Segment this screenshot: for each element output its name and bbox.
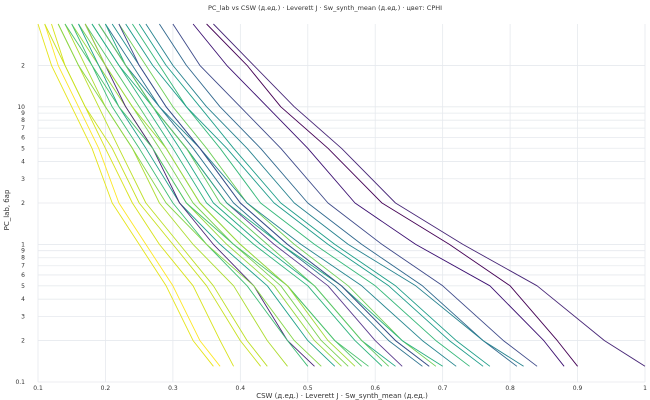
curve-line — [145, 23, 524, 367]
curve-line — [98, 23, 457, 367]
curve-line — [206, 23, 578, 367]
y-tick-label: 2 — [21, 62, 25, 69]
series-layer — [37, 23, 646, 367]
x-tick-label: 0.3 — [168, 385, 178, 392]
x-tick-label: 0.2 — [101, 385, 111, 392]
curve-line — [172, 23, 538, 367]
y-tick-label: 6 — [21, 134, 25, 141]
y-tick-label: 6 — [21, 272, 25, 279]
curve-line — [138, 23, 491, 367]
y-tick-label: 1 — [21, 241, 25, 248]
x-tick-label: 0.4 — [236, 385, 246, 392]
curve-line — [71, 23, 309, 367]
y-tick-label: 8 — [21, 117, 25, 124]
curve-line — [51, 23, 234, 367]
y-axis-title: PC_lab, бар — [3, 189, 11, 230]
x-tick-label: 0.1 — [33, 385, 43, 392]
y-tick-label: 7 — [21, 263, 25, 270]
y-tick-label: 7 — [21, 125, 25, 132]
curve-line — [44, 23, 221, 367]
curve-line — [132, 23, 470, 367]
y-tick-label: 9 — [21, 110, 25, 117]
y-tick-label: 3 — [21, 176, 25, 183]
curve-line — [64, 23, 288, 367]
curve-line — [84, 23, 356, 367]
x-tick-label: 0.7 — [438, 385, 448, 392]
x-tick-label: 1 — [643, 385, 647, 392]
y-tick-label: 5 — [21, 145, 25, 152]
y-tick-label: 5 — [21, 283, 25, 290]
curve-line — [44, 23, 261, 367]
curve-line — [57, 23, 268, 367]
y-tick-label: 8 — [21, 255, 25, 262]
curve-line — [98, 23, 403, 367]
curve-line — [118, 23, 430, 367]
curve-line — [192, 23, 565, 367]
y-tick-label: 0.1 — [15, 379, 25, 386]
curve-line — [37, 23, 214, 367]
curve-line — [98, 23, 390, 367]
x-tick-label: 0.5 — [303, 385, 313, 392]
x-tick-label: 0.8 — [505, 385, 515, 392]
y-tick-label: 2 — [21, 200, 25, 207]
curve-line — [84, 23, 315, 367]
curve-line — [91, 23, 443, 367]
y-tick-label: 2 — [21, 338, 25, 345]
grid-layer — [37, 24, 646, 383]
curve-line — [213, 23, 646, 367]
y-tick-label: 4 — [21, 296, 25, 303]
curve-line — [104, 23, 396, 367]
curve-line — [125, 23, 484, 367]
x-tick-label: 0.6 — [370, 385, 380, 392]
y-tick-label: 10 — [17, 104, 25, 111]
curve-line — [105, 23, 423, 367]
x-tick-label: 0.9 — [573, 385, 583, 392]
curve-line — [57, 23, 322, 367]
x-axis-title: CSW (д.ед.) · Leverett J · Sw_synth_mean… — [256, 392, 428, 400]
tick-labels: 0.1 0.2 0.3 0.4 0.5 0.6 0.7 0.8 0.9 10.1234567891… — [15, 62, 647, 392]
curve-line — [78, 23, 336, 367]
y-tick-label: 9 — [21, 248, 25, 255]
y-tick-label: 4 — [21, 159, 25, 166]
curve-line — [91, 23, 383, 367]
curve-line — [111, 23, 430, 367]
y-tick-label: 3 — [21, 313, 25, 320]
chart-title: PC_lab vs CSW (д.ед.) · Leverett J · Sw_… — [208, 4, 442, 12]
curve-line — [64, 23, 369, 367]
curve-line — [159, 23, 518, 367]
